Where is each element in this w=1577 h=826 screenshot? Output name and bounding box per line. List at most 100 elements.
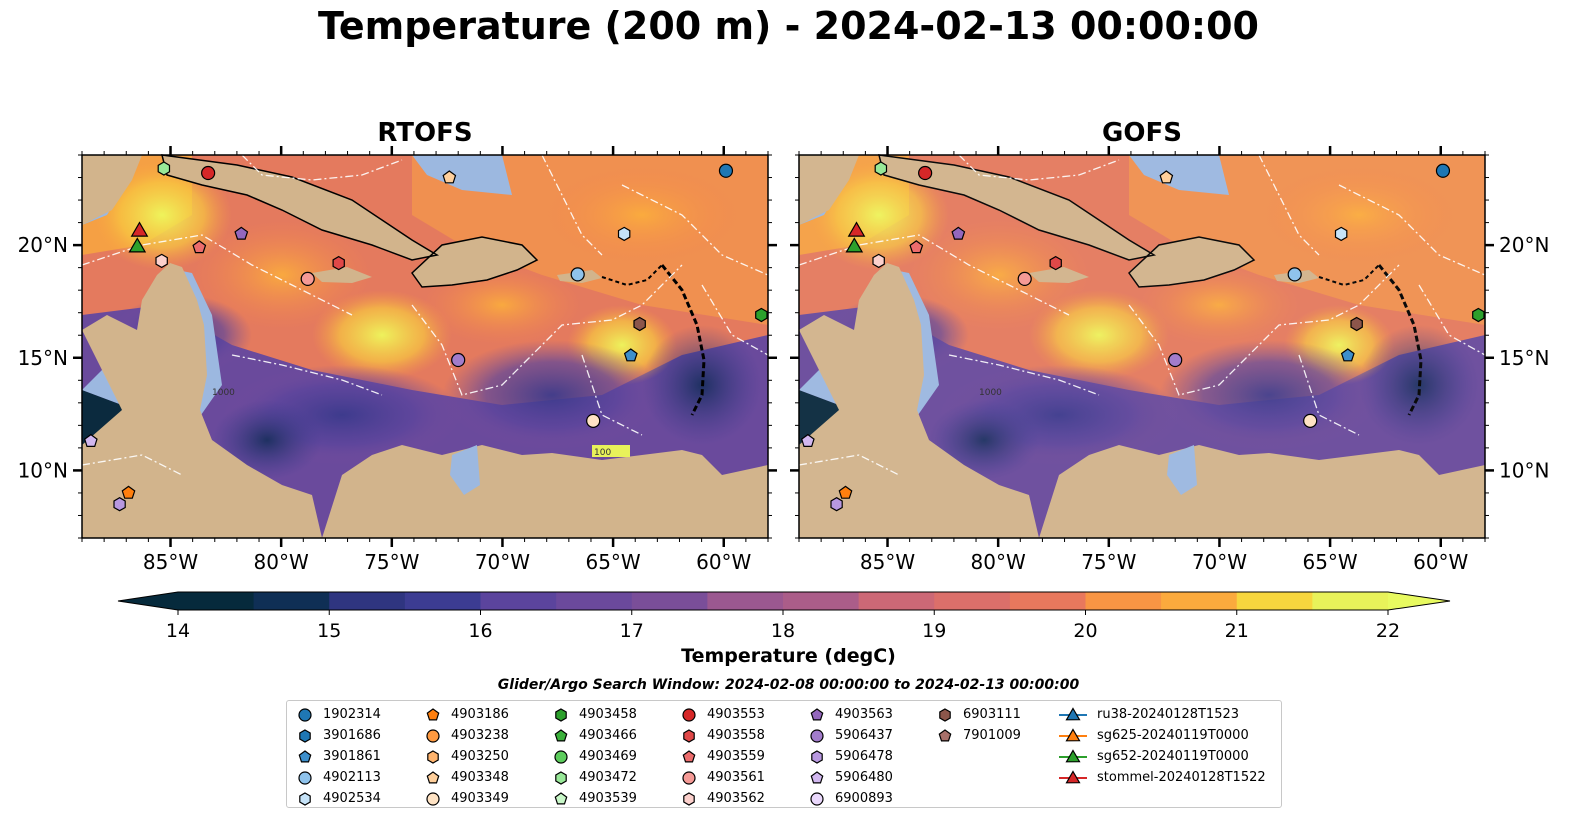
legend-item: 4903250 xyxy=(423,746,509,767)
legend-label: ru38-20240128T1523 xyxy=(1097,707,1240,722)
colorbar-segment xyxy=(783,592,860,610)
legend-marker-hexagon-icon xyxy=(683,728,695,743)
float-marker-4903186 xyxy=(838,485,853,499)
legend-pentagon-icon xyxy=(426,770,440,783)
x-tick-label: 65°W xyxy=(585,550,640,574)
legend-circle-icon xyxy=(682,770,696,785)
colorbar-segment xyxy=(556,592,633,610)
legend-pentagon-icon xyxy=(938,728,952,741)
legend-item: 4903558 xyxy=(679,725,765,746)
legend-label: 5906478 xyxy=(835,749,893,764)
legend-column: ru38-20240128T1523 sg625-20240119T0000 sg6… xyxy=(1057,704,1266,788)
legend-pentagon-icon xyxy=(298,749,312,762)
float-marker-4903562 xyxy=(155,253,168,269)
float-marker-4903561 xyxy=(300,271,315,287)
legend-label: 5906437 xyxy=(835,728,893,743)
colorbar-segment xyxy=(178,592,255,610)
float-marker-5906478 xyxy=(113,497,126,512)
legend-label: stommel-20240128T1522 xyxy=(1097,770,1266,785)
legend-item: 4903561 xyxy=(679,767,765,788)
legend-label: 1902314 xyxy=(323,707,381,722)
legend-marker-hexagon-icon xyxy=(555,770,567,785)
legend-item: 4902534 xyxy=(295,788,381,809)
legend-circle-icon xyxy=(810,791,824,806)
y-tick-label: 20°N xyxy=(1499,233,1549,257)
legend-label: 4903562 xyxy=(707,791,765,806)
legend-item: 7901009 xyxy=(935,725,1021,746)
x-tick-label: 75°W xyxy=(364,550,419,574)
float-marker-3901861 xyxy=(623,348,638,362)
colorbar-segment xyxy=(1236,592,1313,610)
colorbar-tick-label: 19 xyxy=(922,620,946,642)
float-marker-stommel-20240128T1522 xyxy=(847,221,866,237)
legend-item: stommel-20240128T1522 xyxy=(1057,767,1266,788)
legend-marker-pentagon-icon xyxy=(298,749,312,762)
colorbar-segment xyxy=(858,592,935,610)
legend-circle-icon xyxy=(554,749,568,764)
legend-pentagon-icon xyxy=(426,707,440,720)
x-tick-label: 75°W xyxy=(1081,550,1136,574)
legend-label: 4903238 xyxy=(451,728,509,743)
float-marker-4903553 xyxy=(201,165,216,181)
legend-column: 1902314 3901686 3901861 4902113 4902534 xyxy=(295,704,381,809)
legend-hexagon-icon xyxy=(555,770,567,785)
float-marker-4903553 xyxy=(918,165,933,181)
legend-marker-triangle-line-icon xyxy=(1059,748,1087,762)
legend-hexagon-icon xyxy=(939,707,951,722)
legend-item: 4903563 xyxy=(807,704,893,725)
legend-item: 4903553 xyxy=(679,704,765,725)
colorbar-segment xyxy=(631,592,708,610)
legend-triangle-icon xyxy=(1065,748,1081,762)
float-marker-stommel-20240128T1522 xyxy=(130,221,149,237)
legend-item: sg652-20240119T0000 xyxy=(1057,746,1266,767)
float-marker-1902314 xyxy=(718,163,734,178)
colorbar-segment xyxy=(253,592,330,610)
float-marker-sg652-20240119T0000 xyxy=(845,237,864,253)
x-tick-label: 60°W xyxy=(1413,550,1468,574)
x-tick-label: 80°W xyxy=(254,550,309,574)
legend-item: 3901686 xyxy=(295,725,381,746)
legend-hexagon-icon xyxy=(811,749,823,764)
legend-label: 6900893 xyxy=(835,791,893,806)
float-marker-5906437 xyxy=(1168,352,1183,368)
legend-item: 4903238 xyxy=(423,725,509,746)
contour-label-1000-gofs: 1000 xyxy=(979,388,1002,398)
float-marker-4903349 xyxy=(1303,413,1318,428)
panel-title-rtofs: RTOFS xyxy=(377,118,473,148)
legend-item: 1902314 xyxy=(295,704,381,725)
float-marker-3901861 xyxy=(1340,348,1355,362)
legend-marker-circle-icon xyxy=(298,770,312,785)
legend-hexagon-icon xyxy=(299,791,311,806)
colorbar-over-arrow xyxy=(1388,592,1450,610)
contour-label-1000: 1000 xyxy=(212,388,235,398)
float-marker-5906480 xyxy=(800,433,815,447)
y-tick-label: 10°N xyxy=(18,458,68,482)
legend-column: 4903553 4903558 4903559 4903561 4903562 xyxy=(679,704,765,809)
legend-circle-icon xyxy=(426,791,440,806)
legend-circle-icon xyxy=(298,770,312,785)
y-tick-label: 10°N xyxy=(1499,458,1549,482)
float-marker-4903472 xyxy=(874,161,888,176)
x-tick-label: 70°W xyxy=(1192,550,1247,574)
legend-label: 4903539 xyxy=(579,791,637,806)
y-tick-label: 15°N xyxy=(18,346,68,370)
legend-label: 6903111 xyxy=(963,707,1021,722)
legend-marker-circle-icon xyxy=(554,749,568,764)
contour-label-100: 100 xyxy=(594,448,611,458)
colorbar-segment xyxy=(1009,592,1086,610)
legend-item: 4903562 xyxy=(679,788,765,809)
colorbar-tick-label: 16 xyxy=(468,620,492,642)
y-tick-label: 20°N xyxy=(18,233,68,257)
y-tick-label: 15°N xyxy=(1499,346,1549,370)
legend-item: 4903472 xyxy=(551,767,637,788)
legend-item: 4902113 xyxy=(295,767,381,788)
float-marker-6903111 xyxy=(1350,316,1363,332)
float-marker-4902534 xyxy=(617,226,631,242)
colorbar-tick-label: 18 xyxy=(771,620,795,642)
colorbar-tick-label: 22 xyxy=(1376,620,1400,642)
float-marker-4903558 xyxy=(332,255,345,271)
legend-label: 4902113 xyxy=(323,770,381,785)
legend-marker-hexagon-icon xyxy=(939,707,951,722)
x-tick-label: 80°W xyxy=(971,550,1026,574)
legend-marker-pentagon-icon xyxy=(426,707,440,720)
